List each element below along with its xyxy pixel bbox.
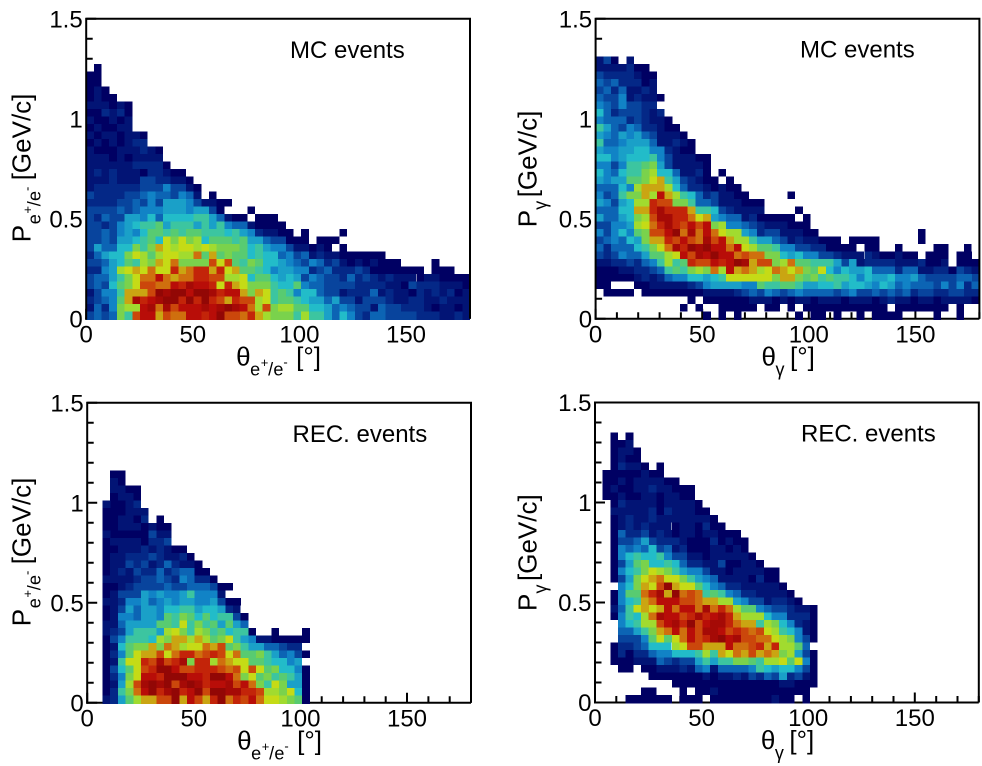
svg-text:e: e	[25, 191, 45, 201]
svg-text:θ: θ	[237, 725, 251, 755]
svg-text:1.5: 1.5	[558, 390, 591, 417]
svg-text:[GeV/c]: [GeV/c]	[513, 111, 543, 198]
svg-text:150: 150	[895, 705, 935, 732]
svg-text:-: -	[284, 738, 288, 753]
svg-text:P: P	[513, 210, 543, 227]
svg-text:150: 150	[387, 705, 427, 732]
svg-text:e: e	[25, 575, 45, 585]
svg-text:e: e	[250, 359, 260, 379]
svg-text:+: +	[261, 355, 269, 370]
svg-text:MC events: MC events	[800, 37, 915, 64]
svg-text:1.5: 1.5	[559, 6, 592, 33]
svg-text:θ: θ	[762, 341, 776, 371]
svg-text:0: 0	[588, 705, 601, 732]
svg-text:[°]: [°]	[790, 341, 815, 371]
svg-text:[GeV/c]: [GeV/c]	[7, 478, 37, 565]
svg-text:[GeV/c]: [GeV/c]	[513, 494, 543, 581]
svg-text:+: +	[262, 739, 270, 754]
svg-text:0.5: 0.5	[558, 590, 591, 617]
svg-text:/: /	[269, 743, 274, 763]
svg-text:-: -	[283, 354, 287, 369]
svg-text:1: 1	[578, 490, 591, 517]
svg-text:0: 0	[589, 321, 602, 348]
svg-text:e: e	[25, 598, 45, 608]
svg-text:-: -	[20, 187, 35, 191]
svg-text:-: -	[20, 571, 35, 575]
svg-text:100: 100	[279, 321, 319, 348]
svg-text:P: P	[513, 594, 543, 611]
svg-text:e: e	[251, 743, 261, 763]
svg-text:50: 50	[179, 321, 206, 348]
svg-text:e: e	[273, 359, 283, 379]
svg-text:150: 150	[386, 321, 426, 348]
svg-text:50: 50	[180, 705, 207, 732]
svg-text:[°]: [°]	[297, 725, 322, 755]
svg-text:θ: θ	[236, 341, 250, 371]
svg-text:0: 0	[80, 321, 93, 348]
svg-text:/: /	[268, 359, 273, 379]
svg-text:REC. events: REC. events	[801, 421, 936, 448]
svg-text:0: 0	[69, 306, 82, 333]
svg-text:1: 1	[69, 106, 82, 133]
svg-text:150: 150	[895, 321, 935, 348]
svg-text:/: /	[25, 585, 45, 590]
svg-text:e: e	[25, 214, 45, 224]
svg-text:100: 100	[280, 705, 320, 732]
svg-text:0: 0	[81, 705, 94, 732]
svg-text:50: 50	[689, 321, 716, 348]
svg-text:1.5: 1.5	[49, 6, 82, 33]
svg-text:0.5: 0.5	[50, 590, 83, 617]
svg-text:100: 100	[788, 705, 828, 732]
svg-text:0.5: 0.5	[559, 206, 592, 233]
svg-text:γ: γ	[775, 743, 784, 763]
svg-text:50: 50	[688, 705, 715, 732]
svg-text:REC. events: REC. events	[293, 421, 428, 448]
svg-text:[GeV/c]: [GeV/c]	[7, 94, 37, 181]
svg-text:0: 0	[578, 690, 591, 717]
svg-text:γ: γ	[531, 201, 551, 210]
svg-text:P: P	[7, 225, 37, 242]
svg-text:1.5: 1.5	[50, 390, 83, 417]
svg-text:1: 1	[579, 106, 592, 133]
svg-text:0.5: 0.5	[49, 206, 82, 233]
svg-text:[°]: [°]	[296, 341, 321, 371]
svg-text:θ: θ	[761, 725, 775, 755]
svg-text:+: +	[20, 206, 35, 214]
svg-text:+: +	[20, 590, 35, 598]
svg-text:100: 100	[789, 321, 829, 348]
svg-text:1: 1	[70, 490, 83, 517]
svg-text:P: P	[7, 609, 37, 626]
svg-text:[°]: [°]	[789, 725, 814, 755]
svg-text:0: 0	[70, 690, 83, 717]
svg-text:/: /	[25, 201, 45, 206]
svg-text:MC events: MC events	[290, 37, 405, 64]
svg-text:γ: γ	[776, 359, 785, 379]
svg-text:0: 0	[579, 306, 592, 333]
svg-text:γ: γ	[531, 585, 551, 594]
svg-text:e: e	[274, 743, 284, 763]
